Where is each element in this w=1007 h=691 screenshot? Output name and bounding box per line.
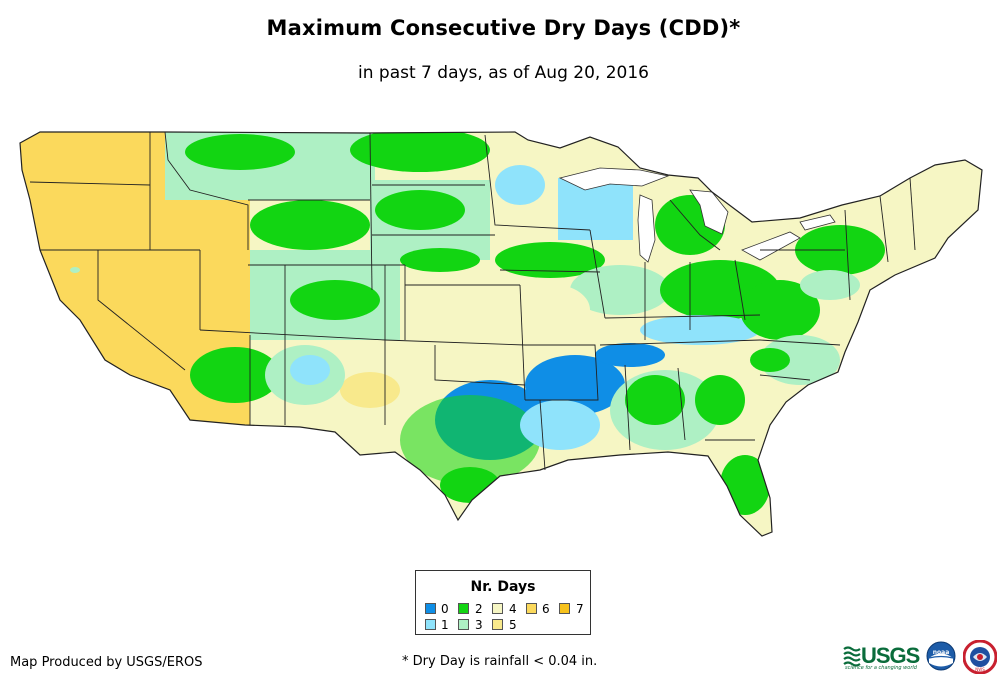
legend-label-0: 0 — [441, 602, 449, 616]
credit-text: Map Produced by USGS/EROS — [10, 655, 203, 670]
region-alabama-2-days — [625, 375, 685, 425]
usgs-tagline: science for a changing world — [845, 665, 917, 671]
region-west-coast-speck — [70, 267, 80, 273]
region-florida-2-days — [720, 455, 770, 515]
region-appalachia-2-days — [740, 280, 820, 340]
map-title: Maximum Consecutive Dry Days (CDD)* — [266, 16, 741, 40]
region-carolinas-3-days — [760, 335, 840, 385]
legend-label-2: 2 — [475, 602, 483, 616]
region-pennsylvania-3-days — [800, 270, 860, 300]
dry-day-footnote: * Dry Day is rainfall < 0.04 in. — [402, 654, 598, 669]
region-wisconsin-1-day — [495, 165, 545, 205]
region-montana-2-days — [185, 134, 295, 170]
region-north-dakota-2-days — [350, 132, 490, 172]
legend-swatch-2 — [458, 603, 469, 614]
region-gulf-coast-2-days — [440, 467, 500, 503]
state-boundaries — [19, 131, 983, 537]
nws-logo: NWS — [963, 640, 997, 674]
region-tennessee-0-days — [595, 343, 665, 367]
noaa-logo: noaa — [926, 641, 956, 671]
lake-erie — [741, 231, 801, 261]
map-subtitle: in past 7 days, as of Aug 20, 2016 — [358, 63, 649, 83]
region-missouri-4-days — [520, 285, 590, 335]
usgs-logo: USGS science for a changing world — [843, 643, 923, 671]
region-texas-2-days — [400, 395, 540, 485]
legend-title: Nr. Days — [470, 579, 536, 595]
legend-swatch-7 — [559, 603, 570, 614]
region-south-dakota-2-days — [375, 190, 465, 230]
legend-label-1: 1 — [441, 618, 449, 632]
usgs-wordmark: USGS — [861, 643, 920, 668]
region-iowa-2-days — [495, 242, 605, 278]
legend-label-4: 4 — [509, 602, 517, 616]
legend-swatch-3 — [458, 619, 469, 630]
region-arizona-2-days — [190, 347, 280, 403]
region-georgia-2-days — [695, 375, 745, 425]
region-kansas-4-days — [400, 285, 525, 345]
legend-swatch-5 — [492, 619, 503, 630]
legend-label-3: 3 — [475, 618, 483, 632]
lake-michigan — [637, 194, 656, 263]
legend-swatch-1 — [425, 619, 436, 630]
legend: Nr. Days 0 1 2 3 4 5 6 7 — [415, 570, 591, 635]
region-kentucky-1-day — [640, 315, 760, 345]
legend-swatch-6 — [526, 603, 537, 614]
legend-label-6: 6 — [542, 602, 550, 616]
region-new-mexico-1-day — [290, 355, 330, 385]
region-wyoming-2-days — [250, 200, 370, 250]
region-colorado-2-days — [290, 280, 380, 320]
region-new-mexico-5-days — [340, 372, 400, 408]
lake-superior — [558, 167, 670, 191]
lake-ontario — [799, 214, 836, 231]
legend-swatch-4 — [492, 603, 503, 614]
region-new-england-4-days — [895, 170, 975, 230]
region-nebraska-2-days — [400, 248, 480, 272]
legend-swatch-0 — [425, 603, 436, 614]
region-minnesota-wisconsin-1-day — [558, 178, 633, 240]
nws-wordmark: NWS — [975, 667, 985, 672]
legend-label-7: 7 — [576, 602, 584, 616]
usgs-wave-icon — [843, 646, 861, 667]
legend-label-5: 5 — [509, 618, 517, 632]
region-louisiana-1-day — [520, 400, 600, 450]
region-carolinas-2-days — [750, 348, 790, 372]
noaa-wordmark: noaa — [933, 649, 950, 656]
